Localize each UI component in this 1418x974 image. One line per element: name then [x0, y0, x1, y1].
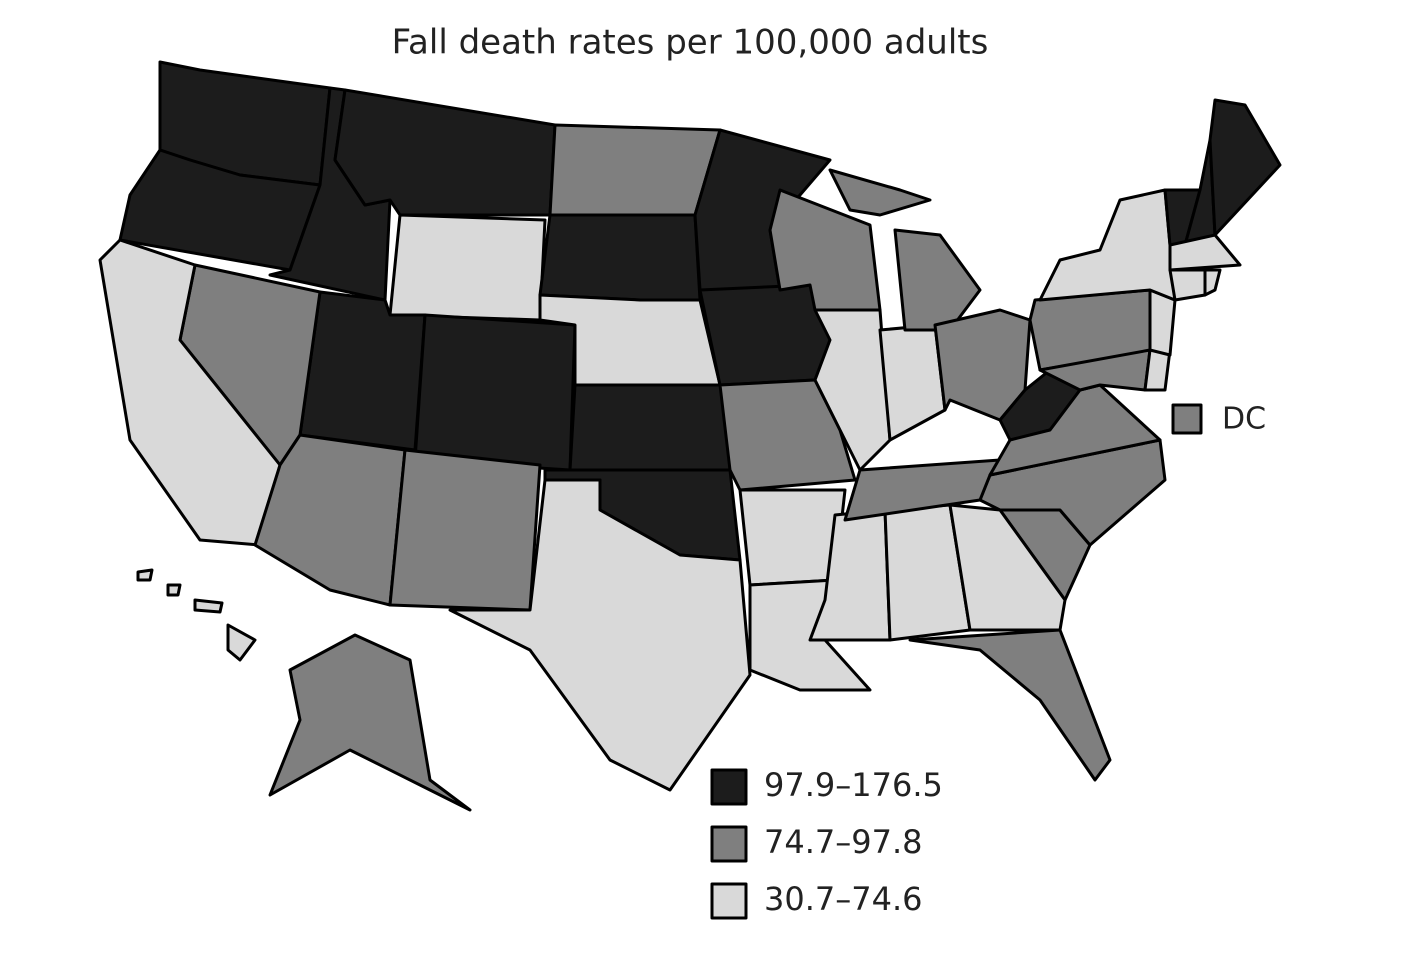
region [1168, 233, 1242, 272]
region [978, 438, 1167, 547]
dc-label: DC [1222, 402, 1266, 437]
region [878, 323, 947, 442]
legend-swatch [710, 882, 748, 920]
region [1038, 348, 1152, 392]
region [568, 383, 732, 472]
region [1038, 188, 1177, 302]
dc-marker [1171, 403, 1203, 435]
region [1208, 98, 1282, 237]
region [1203, 268, 1222, 297]
region [388, 448, 542, 612]
region [388, 213, 547, 322]
region [843, 458, 1002, 522]
region [448, 478, 752, 792]
region [1143, 348, 1172, 392]
legend-label: 97.9–176.5 [764, 766, 943, 804]
region [226, 623, 257, 662]
region [333, 88, 557, 217]
region [893, 228, 982, 332]
region [768, 188, 882, 312]
map-title: Fall death rates per 100,000 adults [392, 23, 989, 63]
region [908, 628, 1112, 782]
region [136, 568, 154, 582]
region [828, 168, 932, 217]
legend-swatch [710, 768, 748, 806]
region [548, 123, 722, 217]
region [268, 633, 472, 812]
region [298, 290, 427, 452]
region [193, 598, 224, 614]
region [166, 583, 182, 597]
region [413, 313, 577, 472]
region [948, 503, 1067, 632]
region [538, 213, 702, 302]
region [698, 283, 832, 387]
region [1168, 268, 1207, 302]
legend-swatch [710, 825, 748, 863]
legend-label: 30.7–74.6 [764, 880, 923, 918]
legend-label: 74.7–97.8 [764, 823, 923, 861]
